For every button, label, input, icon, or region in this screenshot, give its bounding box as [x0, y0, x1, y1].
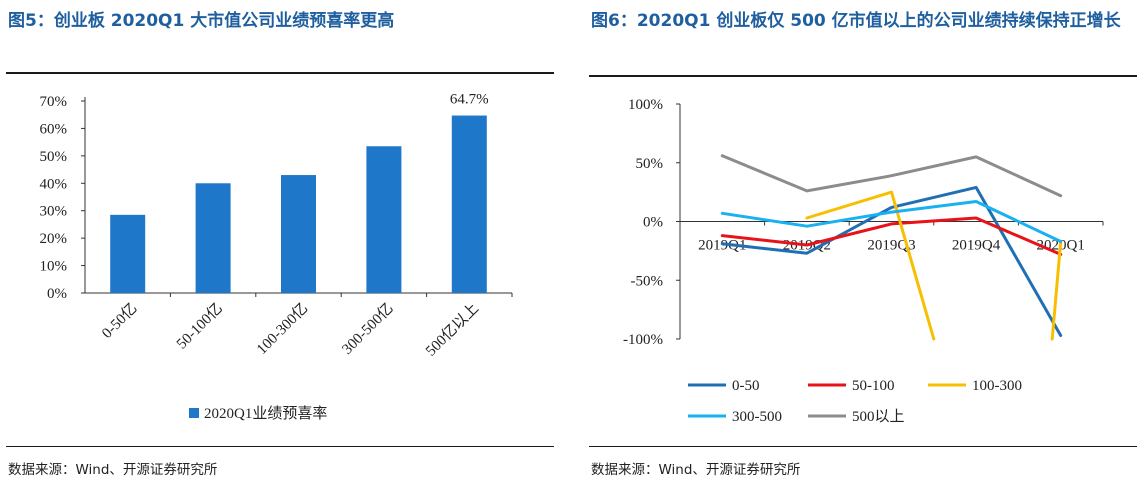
figure-6-bottom-rule	[589, 446, 1137, 447]
legend-label: 500以上	[852, 408, 905, 425]
series-line	[720, 200, 1063, 243]
y-tick-label: 10%	[40, 259, 68, 275]
y-tick-label: 40%	[40, 176, 68, 192]
figure-5-top-rule	[6, 72, 554, 74]
legend-label: 300-500	[732, 409, 782, 425]
y-tick-label: -50%	[631, 273, 664, 289]
figure-5-source: 数据来源：Wind、开源证券研究所	[8, 462, 218, 478]
bar	[451, 115, 487, 293]
legend-label: 50-100	[852, 378, 895, 394]
x-tick-label: 100-300亿	[253, 300, 311, 358]
figure-6-source: 数据来源：Wind、开源证券研究所	[591, 462, 801, 478]
bar	[366, 146, 402, 293]
series-line	[720, 185, 1063, 337]
legend-label: 0-50	[732, 378, 760, 394]
figure-5-title: 图5：创业板 2020Q1 大市值公司业绩预喜率更高	[8, 11, 395, 31]
y-tick-label: 100%	[628, 97, 663, 113]
x-tick-label: 2019Q4	[952, 238, 1001, 254]
x-tick-label: 2019Q3	[867, 238, 915, 254]
y-tick-label: 0%	[643, 215, 663, 231]
y-tick-label: 50%	[40, 149, 68, 165]
bar	[195, 183, 231, 293]
figure-6-top-rule	[589, 75, 1137, 77]
figure-6-panel: 图6：2020Q1 创业板仅 500 亿市值以上的公司业绩持续保持正增长 100…	[583, 0, 1145, 482]
bar	[110, 214, 146, 293]
legend-label: 2020Q1业绩预喜率	[204, 405, 327, 422]
y-tick-label: 70%	[40, 94, 68, 110]
x-tick-label: 300-500亿	[339, 300, 397, 358]
series-line	[805, 190, 936, 341]
series-line	[720, 154, 1063, 198]
bar	[281, 175, 316, 293]
series-line	[720, 216, 1063, 256]
series-line	[1050, 240, 1063, 341]
y-tick-label: 50%	[636, 156, 664, 172]
y-tick-label: -100%	[623, 332, 663, 348]
figure-5-panel: 图5：创业板 2020Q1 大市值公司业绩预喜率更高 0% 10% 20% 30% 40…	[0, 0, 562, 482]
y-tick-label: 60%	[40, 121, 68, 137]
y-tick-label: 30%	[40, 204, 68, 220]
x-tick-label: 2019Q1	[698, 238, 746, 254]
legend-label: 100-300	[972, 378, 1022, 394]
x-tick-label: 500亿以上	[422, 300, 482, 360]
line-chart: 100%50%0%-50%-100%2019Q1 2019Q2 2019Q3 2019…	[623, 97, 1104, 425]
x-tick-label: 50-100亿	[173, 300, 226, 353]
figure-5-bottom-rule	[6, 446, 554, 447]
legend-swatch	[189, 408, 199, 418]
data-label: 64.7%	[450, 92, 489, 108]
x-tick-label: 0-50亿	[98, 300, 140, 342]
y-tick-label: 20%	[40, 231, 68, 247]
y-tick-label: 0%	[47, 286, 67, 302]
figure-6-title: 图6：2020Q1 创业板仅 500 亿市值以上的公司业绩持续保持正增长	[591, 11, 1121, 31]
bar-chart: 0% 10% 20% 30% 40% 50% 60% 70% 0-50亿 50-100亿 100-3…	[40, 92, 513, 422]
